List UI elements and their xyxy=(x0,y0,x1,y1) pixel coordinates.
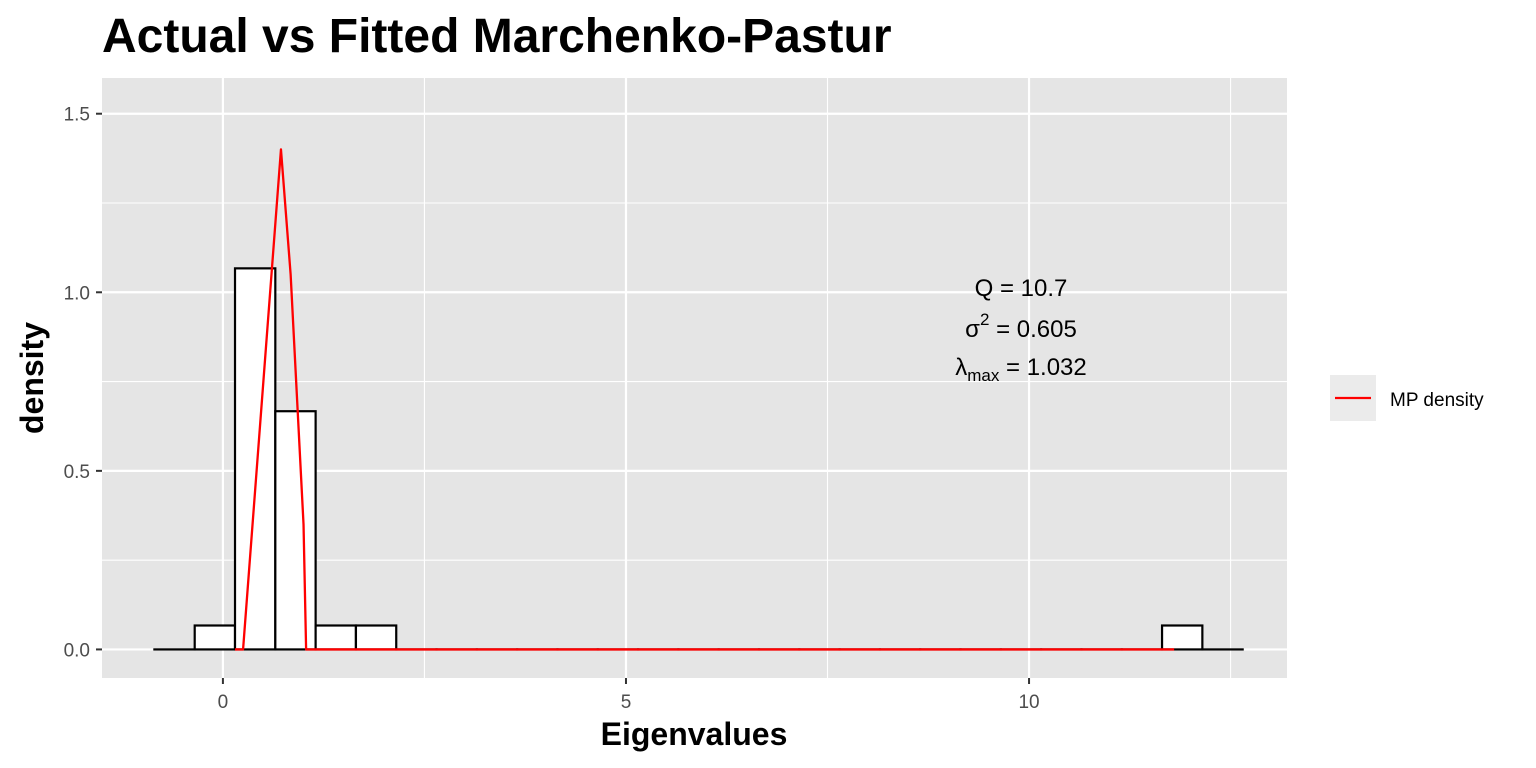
lambda-value: = 1.032 xyxy=(999,354,1086,381)
histogram-bar xyxy=(193,624,237,651)
fit-annotation: Q = 10.7 σ2 = 0.605 λmax = 1.032 xyxy=(955,275,1087,385)
histogram-bar xyxy=(274,410,317,651)
y-tick-label: 0.0 xyxy=(64,640,90,661)
histogram-bar xyxy=(1160,624,1204,651)
y-tick-label: 1.0 xyxy=(64,283,90,304)
density-lines xyxy=(235,148,1175,651)
histogram-bar xyxy=(314,624,358,651)
annotation-q: Q = 10.7 xyxy=(975,275,1068,302)
histogram-bar xyxy=(354,624,398,651)
y-axis: 0.0 0.5 1.0 1.5 xyxy=(64,105,102,661)
lambda-symbol: λ xyxy=(955,354,967,381)
y-tick-label: 1.5 xyxy=(64,105,90,126)
x-axis: 0 5 10 xyxy=(218,678,1040,713)
y-axis-title: density xyxy=(14,322,50,434)
histogram-bars xyxy=(153,267,1244,651)
y-tick-label: 0.5 xyxy=(64,462,90,483)
sigma-power: 2 xyxy=(980,310,989,329)
histogram-bar xyxy=(233,267,277,651)
annotation-sigma: σ2 = 0.605 xyxy=(965,310,1077,343)
x-axis-title: Eigenvalues xyxy=(601,716,788,752)
sigma-symbol: σ xyxy=(965,316,980,343)
x-tick-label: 0 xyxy=(218,692,229,713)
x-tick-label: 5 xyxy=(621,692,632,713)
x-tick-label: 10 xyxy=(1018,692,1039,713)
chart-title: Actual vs Fitted Marchenko-Pastur xyxy=(102,10,892,63)
annotation-lambda: λmax = 1.032 xyxy=(955,354,1087,385)
sigma-value: = 0.605 xyxy=(989,316,1076,343)
mp-density-line xyxy=(235,148,1175,651)
legend: MP density xyxy=(1330,375,1484,421)
legend-label-mp-density: MP density xyxy=(1390,390,1484,411)
lambda-subscript: max xyxy=(967,366,1000,385)
